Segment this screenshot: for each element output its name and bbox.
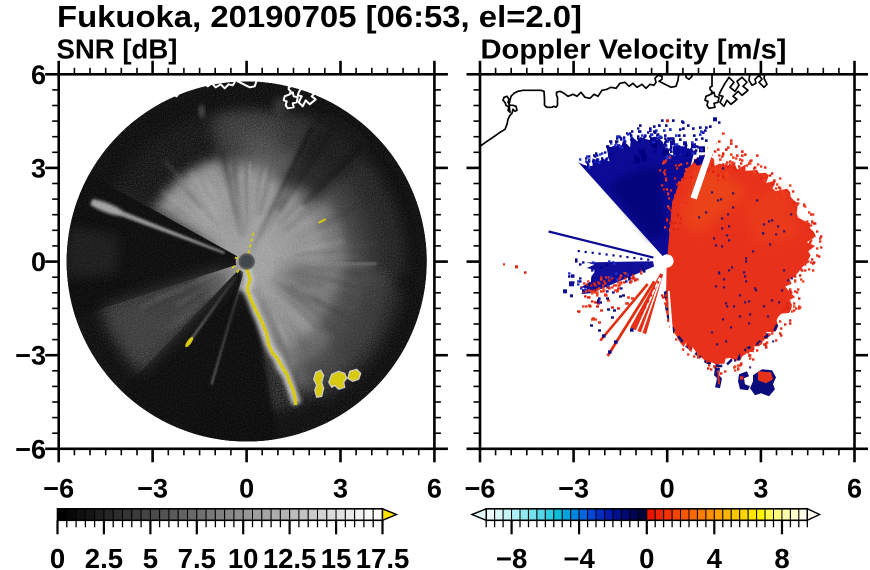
svg-text:8: 8 bbox=[774, 543, 789, 570]
svg-text:−3: −3 bbox=[15, 341, 46, 371]
svg-text:−6: −6 bbox=[43, 474, 74, 504]
svg-text:Doppler Velocity [m/s]: Doppler Velocity [m/s] bbox=[481, 34, 787, 65]
svg-text:0: 0 bbox=[31, 247, 46, 277]
svg-text:10: 10 bbox=[228, 543, 259, 570]
svg-text:3: 3 bbox=[31, 153, 46, 183]
svg-text:0: 0 bbox=[239, 474, 254, 504]
svg-text:2.5: 2.5 bbox=[85, 543, 123, 570]
svg-text:15: 15 bbox=[321, 543, 352, 570]
svg-text:SNR [dB]: SNR [dB] bbox=[57, 34, 178, 65]
svg-text:−6: −6 bbox=[15, 434, 46, 464]
svg-text:6: 6 bbox=[427, 474, 442, 504]
svg-text:Fukuoka, 20190705 [06:53, el=2: Fukuoka, 20190705 [06:53, el=2.0] bbox=[57, 0, 582, 34]
svg-text:−6: −6 bbox=[465, 474, 496, 504]
svg-text:6: 6 bbox=[847, 474, 862, 504]
svg-text:0: 0 bbox=[50, 543, 65, 570]
svg-text:−4: −4 bbox=[563, 543, 595, 570]
svg-text:17.5: 17.5 bbox=[356, 543, 410, 570]
svg-text:5: 5 bbox=[143, 543, 158, 570]
svg-text:−8: −8 bbox=[496, 543, 527, 570]
svg-text:7.5: 7.5 bbox=[178, 543, 216, 570]
svg-text:12.5: 12.5 bbox=[263, 543, 317, 570]
svg-text:−3: −3 bbox=[137, 474, 168, 504]
svg-text:0: 0 bbox=[660, 474, 675, 504]
svg-text:6: 6 bbox=[31, 60, 46, 90]
svg-text:−3: −3 bbox=[558, 474, 589, 504]
svg-text:0: 0 bbox=[639, 543, 654, 570]
svg-text:4: 4 bbox=[707, 543, 723, 570]
svg-text:3: 3 bbox=[753, 474, 768, 504]
svg-text:3: 3 bbox=[333, 474, 348, 504]
